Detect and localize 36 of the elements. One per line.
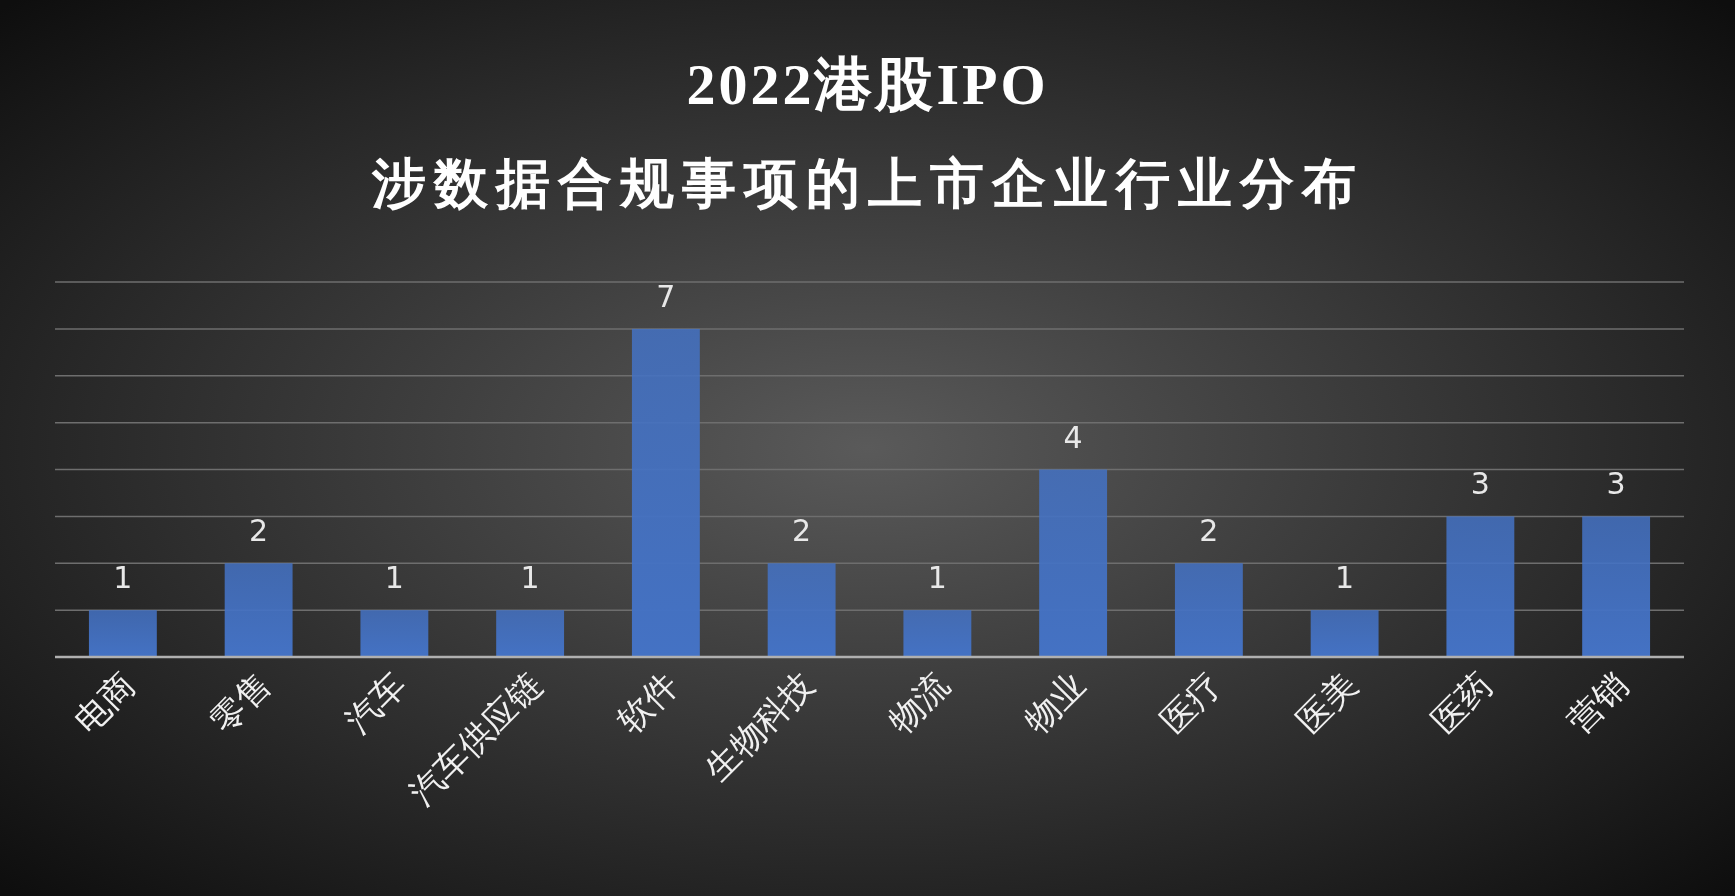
data-label: 3 [1470, 466, 1490, 502]
data-label: 1 [520, 560, 540, 596]
data-label: 2 [249, 513, 269, 549]
x-tick-label: 营销 [1559, 664, 1636, 741]
bar [1446, 516, 1515, 657]
bar [1582, 516, 1651, 657]
data-label: 1 [1335, 560, 1355, 596]
bar [360, 610, 429, 657]
data-label: 3 [1606, 466, 1626, 502]
chart-title: 2022港股IPO 涉数据合规事项的上市企业行业分布 [370, 52, 1364, 214]
bar [224, 563, 293, 657]
x-tick-label: 汽车 [337, 664, 415, 741]
data-label: 1 [384, 560, 404, 596]
data-label: 1 [927, 560, 947, 596]
x-tick-label: 医疗 [1152, 664, 1229, 741]
bar [1174, 563, 1243, 657]
x-tick-label: 物流 [880, 664, 958, 741]
x-tick-label: 生物科技 [696, 664, 822, 789]
x-tick-label: 电商 [66, 664, 143, 741]
data-label: 7 [656, 278, 676, 314]
x-tick-label: 物业 [1016, 664, 1093, 741]
x-tick-label: 零售 [201, 664, 279, 741]
bar [767, 563, 836, 657]
bar [903, 610, 972, 657]
bar [1039, 469, 1108, 657]
x-tick-label: 医药 [1423, 664, 1501, 741]
data-label: 2 [792, 513, 812, 549]
x-tick-label: 医美 [1287, 664, 1365, 741]
bar [88, 610, 157, 657]
bar [1310, 610, 1379, 657]
bar [631, 328, 700, 657]
data-label: 2 [1199, 513, 1219, 549]
bar [496, 610, 565, 657]
x-tick-label: 软件 [609, 664, 686, 741]
data-label: 4 [1063, 419, 1083, 455]
data-label: 1 [113, 560, 133, 596]
